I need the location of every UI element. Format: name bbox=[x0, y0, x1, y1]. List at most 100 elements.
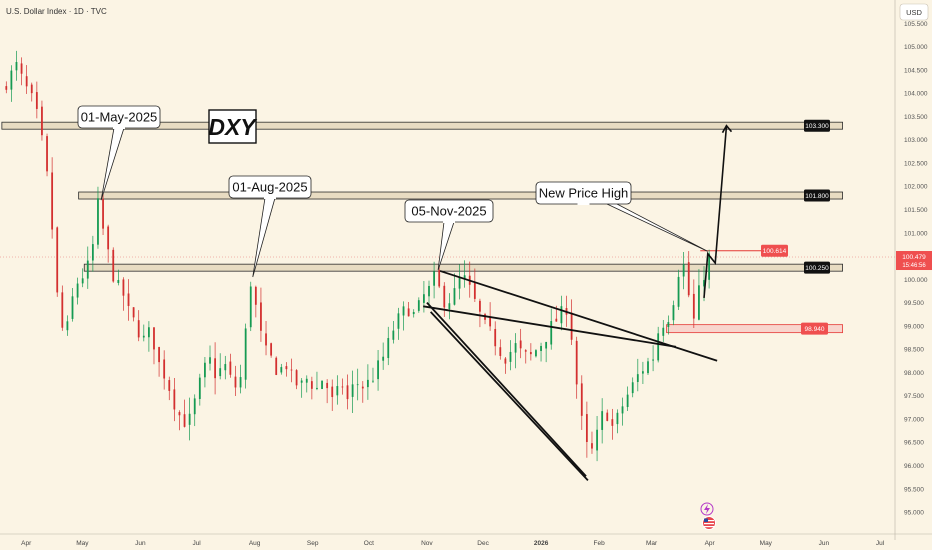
callout-tail bbox=[606, 203, 708, 252]
callout-text: New Price High bbox=[539, 186, 629, 201]
y-tick-label: 104.000 bbox=[904, 91, 928, 98]
y-tick-label: 105.500 bbox=[904, 21, 928, 28]
callout-joint bbox=[264, 196, 276, 199]
y-tick-label: 97.500 bbox=[904, 393, 924, 400]
candle-body bbox=[703, 280, 705, 287]
candle-body bbox=[81, 278, 84, 284]
candle-body bbox=[260, 302, 262, 331]
currency-button-bg[interactable] bbox=[899, 3, 929, 21]
candle-body bbox=[122, 279, 125, 296]
candle-body bbox=[591, 443, 593, 449]
level-tag bbox=[804, 189, 830, 202]
callout-tail bbox=[252, 197, 276, 278]
candle-body bbox=[692, 293, 695, 319]
candle-body bbox=[295, 370, 298, 386]
candle-body bbox=[514, 343, 517, 353]
projection-path bbox=[703, 125, 728, 298]
candle-body bbox=[494, 328, 497, 347]
candle-body bbox=[560, 306, 563, 324]
candle-body bbox=[209, 357, 211, 364]
candle-body bbox=[652, 359, 654, 361]
x-tick-label: Apr bbox=[21, 540, 32, 547]
level-tag-red-label: 100.614 bbox=[763, 248, 787, 255]
candle-series bbox=[5, 50, 711, 462]
currency-button-label[interactable]: USD bbox=[906, 8, 922, 17]
candle-body bbox=[453, 288, 456, 305]
event-icons[interactable] bbox=[700, 502, 716, 530]
candle-body bbox=[117, 279, 120, 284]
candle-body bbox=[112, 249, 115, 282]
level-tag bbox=[804, 119, 830, 132]
x-tick-label: Jun bbox=[135, 540, 146, 547]
candle-body bbox=[305, 378, 308, 383]
callout-text: 01-May-2025 bbox=[81, 110, 158, 125]
candle-body bbox=[458, 277, 461, 289]
candle-body bbox=[642, 371, 644, 374]
x-tick-label: Apr bbox=[705, 540, 716, 547]
candle-body bbox=[30, 84, 33, 94]
candle-body bbox=[321, 380, 323, 389]
candle-body bbox=[147, 327, 150, 338]
candle-body bbox=[132, 307, 135, 318]
candle-body bbox=[596, 429, 598, 451]
candle-body bbox=[499, 347, 502, 356]
candle-body bbox=[97, 198, 99, 245]
candle-body bbox=[66, 321, 69, 331]
candle-body bbox=[636, 374, 639, 382]
price-axis[interactable]: 95.000 95.500 96.000 96.500 97.000 97.500 98.0… bbox=[904, 21, 928, 517]
candle-body bbox=[193, 398, 196, 415]
candle-body bbox=[428, 285, 430, 297]
candle-body bbox=[224, 364, 227, 371]
candle-body bbox=[555, 318, 558, 322]
candle-body bbox=[188, 413, 191, 425]
candle-body bbox=[377, 360, 379, 380]
candle-body bbox=[372, 380, 374, 382]
trendline-layer bbox=[423, 124, 733, 482]
support-zone-98940 bbox=[666, 324, 843, 334]
y-tick-label: 101.000 bbox=[904, 230, 928, 237]
candle-body bbox=[275, 357, 278, 375]
candle-body bbox=[504, 358, 507, 364]
candle-body bbox=[708, 253, 711, 280]
candle-body bbox=[102, 199, 104, 229]
y-tick-label: 102.500 bbox=[904, 160, 928, 167]
candle-body bbox=[667, 322, 670, 328]
x-tick-label: Feb bbox=[594, 540, 606, 547]
candle-body bbox=[56, 227, 59, 293]
current-price-tag bbox=[896, 251, 932, 271]
x-tick-label: May bbox=[760, 540, 773, 547]
candle-body bbox=[198, 377, 201, 399]
candle-body bbox=[570, 312, 573, 340]
candle-body bbox=[290, 369, 293, 371]
candle-body bbox=[142, 335, 145, 338]
y-tick-label: 97.000 bbox=[904, 416, 924, 423]
candle-body bbox=[331, 386, 334, 398]
y-tick-label: 95.000 bbox=[904, 510, 924, 517]
candle-body bbox=[280, 367, 283, 373]
price-tags: 103.300 101.800 100.250 100.614 98.940 100.47… bbox=[761, 119, 932, 335]
candle-body bbox=[326, 382, 329, 389]
time-axis[interactable]: Apr May Jun Jul Aug Sep Oct Nov Dec 2026 Feb Mar Apr… bbox=[21, 540, 885, 547]
candle-body bbox=[10, 70, 13, 90]
candle-body bbox=[423, 294, 425, 303]
y-tick-label: 95.500 bbox=[904, 486, 924, 493]
lightning-glyph bbox=[704, 504, 710, 514]
y-tick-label: 103.000 bbox=[904, 137, 928, 144]
callout-text: 05-Nov-2025 bbox=[411, 204, 486, 219]
callout-text: 01-Aug-2025 bbox=[232, 180, 307, 195]
y-tick-label: 98.500 bbox=[904, 347, 924, 354]
level-tag-red bbox=[761, 244, 788, 257]
candle-body bbox=[219, 368, 222, 377]
trendline bbox=[423, 305, 677, 348]
candle-body bbox=[91, 244, 94, 261]
candle-body bbox=[346, 385, 349, 400]
candle-body bbox=[443, 285, 446, 308]
y-tick-label: 96.000 bbox=[904, 463, 924, 470]
current-price-countdown: 15:46:56 bbox=[902, 263, 926, 269]
currency-button[interactable]: USD bbox=[899, 3, 929, 21]
y-tick-label: 99.500 bbox=[904, 300, 924, 307]
candle-body bbox=[519, 340, 522, 349]
candle-body bbox=[316, 387, 318, 389]
